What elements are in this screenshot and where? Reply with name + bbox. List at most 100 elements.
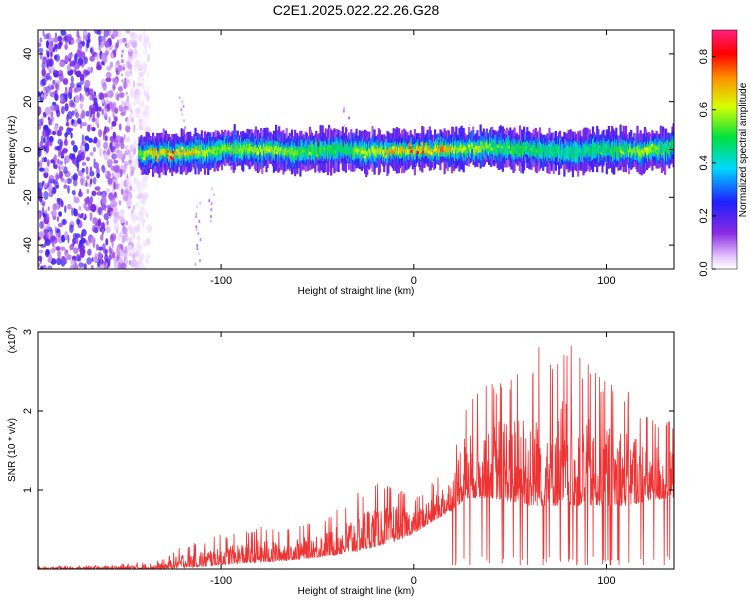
- noise-cell: [69, 53, 73, 60]
- chart-title: C2E1.2025.022.22.26.G28: [273, 2, 440, 18]
- noise-cell: [104, 50, 108, 58]
- noise-cell: [81, 122, 88, 127]
- noise-cell: [102, 82, 107, 91]
- noise-cell: [116, 94, 120, 101]
- noise-cell: [130, 258, 137, 267]
- noise-cell: [54, 32, 58, 39]
- ridge-hot-cell: [494, 146, 499, 150]
- speck-cell: [199, 201, 202, 205]
- noise-cell: [56, 80, 61, 85]
- ridge-hot-cell: [519, 145, 523, 149]
- ridge-hot-cell: [622, 151, 626, 155]
- noise-cell: [88, 112, 91, 121]
- ridge-hot-cell: [668, 142, 672, 146]
- noise-cell: [128, 244, 133, 252]
- ridge-hot-cell: [408, 142, 412, 146]
- noise-cell: [91, 117, 96, 123]
- noise-cell: [106, 159, 113, 166]
- noise-cell: [145, 258, 149, 264]
- noise-cell: [69, 61, 74, 67]
- spectrogram-y-tick-label: 0: [22, 146, 34, 152]
- speck-cell: [183, 119, 186, 123]
- colorbar-gradient: [711, 29, 738, 270]
- ridge-hot-cell: [474, 145, 478, 150]
- noise-cell: [128, 159, 133, 164]
- noise-cell: [85, 199, 91, 205]
- noise-cell: [126, 73, 133, 78]
- noise-cell: [94, 30, 100, 35]
- speck-cell: [195, 212, 198, 216]
- noise-cell: [125, 41, 129, 48]
- noise-cell: [122, 37, 127, 43]
- noise-cell: [110, 200, 114, 206]
- snr-y-tick-label: 1: [22, 487, 34, 493]
- noise-cell: [104, 40, 110, 48]
- ridge-cell: [199, 151, 202, 157]
- noise-cell: [109, 102, 115, 110]
- noise-cell: [140, 256, 143, 266]
- noise-cell: [48, 175, 55, 182]
- noise-cell: [112, 112, 115, 118]
- speck-cell: [126, 99, 129, 103]
- spectrogram-x-tick-label: 100: [597, 275, 615, 287]
- noise-cell: [125, 125, 131, 133]
- ridge-hot-cell: [642, 150, 646, 154]
- noise-cell: [124, 79, 130, 84]
- ridge-hot-cell: [274, 142, 278, 146]
- noise-cell: [38, 212, 41, 218]
- ridge-hot-cell: [553, 151, 557, 155]
- speck-cell: [125, 91, 128, 95]
- noise-cell: [60, 30, 66, 36]
- noise-cell: [90, 237, 96, 244]
- speck-cell: [184, 126, 187, 130]
- noise-cell: [131, 225, 137, 234]
- noise-cell: [59, 150, 62, 156]
- ridge-cell: [235, 146, 238, 151]
- noise-cell: [73, 247, 79, 255]
- noise-cell: [72, 174, 76, 181]
- ridge-hot-cell: [650, 143, 654, 147]
- noise-cell: [53, 182, 60, 188]
- noise-cell: [128, 191, 133, 200]
- snr-frame: [37, 331, 675, 570]
- noise-cell: [104, 102, 107, 111]
- snr-x-ticks: -100 0 100: [210, 332, 616, 587]
- noise-cell: [58, 165, 61, 172]
- spectrogram-x-ticks: -100 0 100: [210, 30, 616, 287]
- noise-cell: [42, 128, 48, 138]
- noise-cell: [113, 159, 119, 164]
- spectrogram-y-tick-label: 40: [22, 48, 34, 60]
- noise-cell: [103, 108, 108, 117]
- noise-cell: [91, 127, 96, 132]
- snr-y-axis-label: SNR (10 * v/v): [7, 418, 18, 482]
- noise-cell: [77, 191, 83, 198]
- noise-cell: [50, 50, 53, 58]
- noise-cell: [133, 123, 136, 133]
- noise-cell: [105, 238, 109, 246]
- noise-cell: [120, 243, 124, 250]
- ridge-hot-cell: [448, 146, 452, 150]
- ridge-hot-cell: [665, 144, 669, 148]
- ridge-hot-cell: [181, 146, 185, 150]
- ridge-hot-cell: [661, 152, 665, 156]
- noise-cell: [81, 237, 86, 244]
- speck-cell: [181, 100, 184, 104]
- noise-cell: [43, 190, 49, 200]
- noise-cell: [65, 249, 69, 255]
- noise-cell: [134, 111, 138, 117]
- noise-cell: [108, 116, 111, 124]
- noise-cell: [141, 63, 146, 69]
- noise-cell: [125, 145, 129, 152]
- noise-cell: [113, 181, 116, 190]
- noise-cell: [138, 181, 144, 190]
- ridge-hot-cell: [356, 149, 360, 153]
- noise-cell: [63, 184, 68, 189]
- noise-cell: [111, 153, 117, 160]
- noise-cell: [131, 152, 134, 161]
- noise-cell: [46, 159, 50, 167]
- noise-cell: [53, 37, 59, 43]
- noise-cell: [48, 43, 53, 53]
- noise-cell: [133, 147, 136, 156]
- noise-cell: [89, 178, 93, 185]
- spectrogram-x-tick-label: 0: [411, 275, 417, 287]
